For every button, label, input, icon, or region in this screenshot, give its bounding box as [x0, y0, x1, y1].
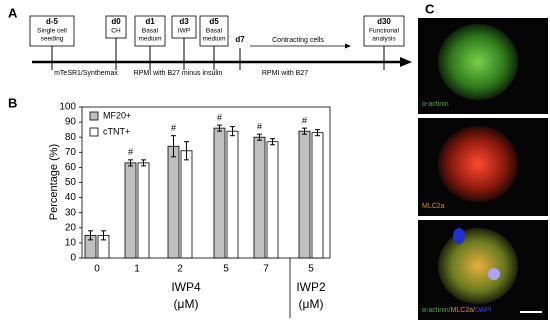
medium-label: RPMI with B27 [262, 70, 308, 77]
bar [226, 130, 239, 259]
day-label: d7 [235, 35, 245, 44]
error-bar [141, 159, 146, 167]
error-bar [217, 124, 222, 132]
x-tick-label: 5 [223, 264, 229, 275]
medium-label: mTeSR1/Synthemax [54, 70, 118, 77]
panel-a: A Contracting cells d7 mTeSR1/Synthemax … [8, 5, 412, 77]
step-label: Basal [206, 28, 223, 35]
cell [438, 228, 518, 304]
day-label: d30 [377, 17, 391, 26]
group-label: IWP4 [171, 280, 201, 294]
group-unit: (μM) [174, 297, 199, 311]
error-bar [128, 159, 133, 167]
group-label: IWP2 [296, 280, 326, 294]
contracting-arrowhead [345, 43, 351, 49]
panel-letter: B [8, 95, 17, 110]
error-bar [302, 127, 307, 135]
caption-part: MLC2a/ [451, 307, 476, 314]
error-bar [88, 230, 93, 241]
y-tick-label: 30 [65, 207, 77, 218]
y-axis-label: Percentage (%) [48, 144, 60, 220]
nucleus [453, 228, 465, 244]
arrow-label: Contracting cells [272, 37, 324, 44]
panel-letter: A [8, 5, 18, 20]
day-label: d5 [209, 17, 219, 26]
significance-mark: # [257, 122, 262, 132]
step-label: medium [202, 36, 225, 43]
legend-label: cTNT+ [103, 126, 130, 136]
y-tick-label: 80 [65, 132, 77, 143]
y-tick-label: 10 [65, 238, 77, 249]
bar [180, 150, 193, 259]
x-tick-label: 0 [94, 264, 100, 275]
bar [311, 132, 324, 259]
day-label: d-5 [46, 17, 59, 26]
step-label: medium [138, 36, 161, 43]
day-label: d1 [145, 17, 155, 26]
bar [253, 136, 266, 259]
y-tick-label: 40 [65, 192, 77, 203]
step-box [199, 15, 229, 47]
error-bar [230, 126, 235, 137]
y-tick-label: 60 [65, 162, 77, 173]
significance-mark: # [171, 123, 176, 133]
panel-letter: C [425, 1, 435, 16]
legend-swatch [89, 111, 99, 121]
error-bar [184, 141, 189, 161]
bar [167, 145, 180, 259]
step-box [363, 15, 405, 47]
y-tick-label: 70 [65, 147, 77, 158]
caption: α-actinin/MLC2a/DAPI [422, 307, 491, 314]
x-tick-label: 7 [263, 264, 269, 275]
caption-part: α-actinin [422, 101, 449, 108]
significance-mark: # [217, 112, 222, 122]
medium-label: RPMI with B27 minus insulin [134, 70, 223, 77]
caption: MLC2a [422, 203, 445, 210]
day-label: d0 [111, 17, 121, 26]
y-tick-label: 90 [65, 117, 77, 128]
error-bar [171, 135, 176, 158]
cell [438, 24, 518, 100]
legend-label: MF20+ [103, 110, 131, 120]
caption-part: α-actinin/ [422, 307, 451, 314]
error-bar [257, 133, 262, 141]
caption-part: MLC2a [422, 203, 445, 210]
bar [137, 162, 150, 259]
error-bar [315, 129, 320, 137]
day-label: d3 [179, 17, 189, 26]
timeline-arrow [400, 57, 412, 67]
y-tick-label: 0 [70, 253, 76, 264]
legend-swatch [89, 127, 99, 137]
step-box [29, 15, 75, 47]
bar [124, 162, 137, 259]
step-label: Single cell [37, 28, 67, 35]
group-unit: (μM) [299, 297, 324, 311]
error-bar [270, 138, 275, 146]
y-tick-label: 50 [65, 177, 77, 188]
error-bar [101, 230, 106, 241]
step-label: Functional [369, 28, 400, 35]
y-tick-label: 100 [59, 102, 76, 113]
nucleus [488, 268, 500, 280]
significance-mark: # [128, 147, 133, 157]
y-tick-label: 20 [65, 222, 77, 233]
panel-b: B Percentage (%) 0102030405060708090100#… [8, 95, 331, 318]
step-label: seeding [41, 36, 64, 43]
x-tick-label: 1 [134, 264, 140, 275]
step-label: Basal [142, 28, 159, 35]
step-label: CH [111, 28, 121, 35]
caption: α-actinin [422, 101, 449, 108]
x-tick-label: 5 [308, 264, 314, 275]
caption-part: DAPI [475, 307, 491, 314]
x-tick-label: 2 [177, 264, 183, 275]
bar [266, 141, 279, 259]
panel-c: C α-actinin MLC2a α-actinin/MLC2a/DAPI [418, 1, 548, 320]
cell [438, 126, 518, 202]
significance-mark: # [302, 116, 307, 126]
step-label: IWP [178, 28, 190, 35]
step-label: analysis [372, 36, 396, 43]
bar [298, 130, 311, 259]
bar [213, 127, 226, 259]
